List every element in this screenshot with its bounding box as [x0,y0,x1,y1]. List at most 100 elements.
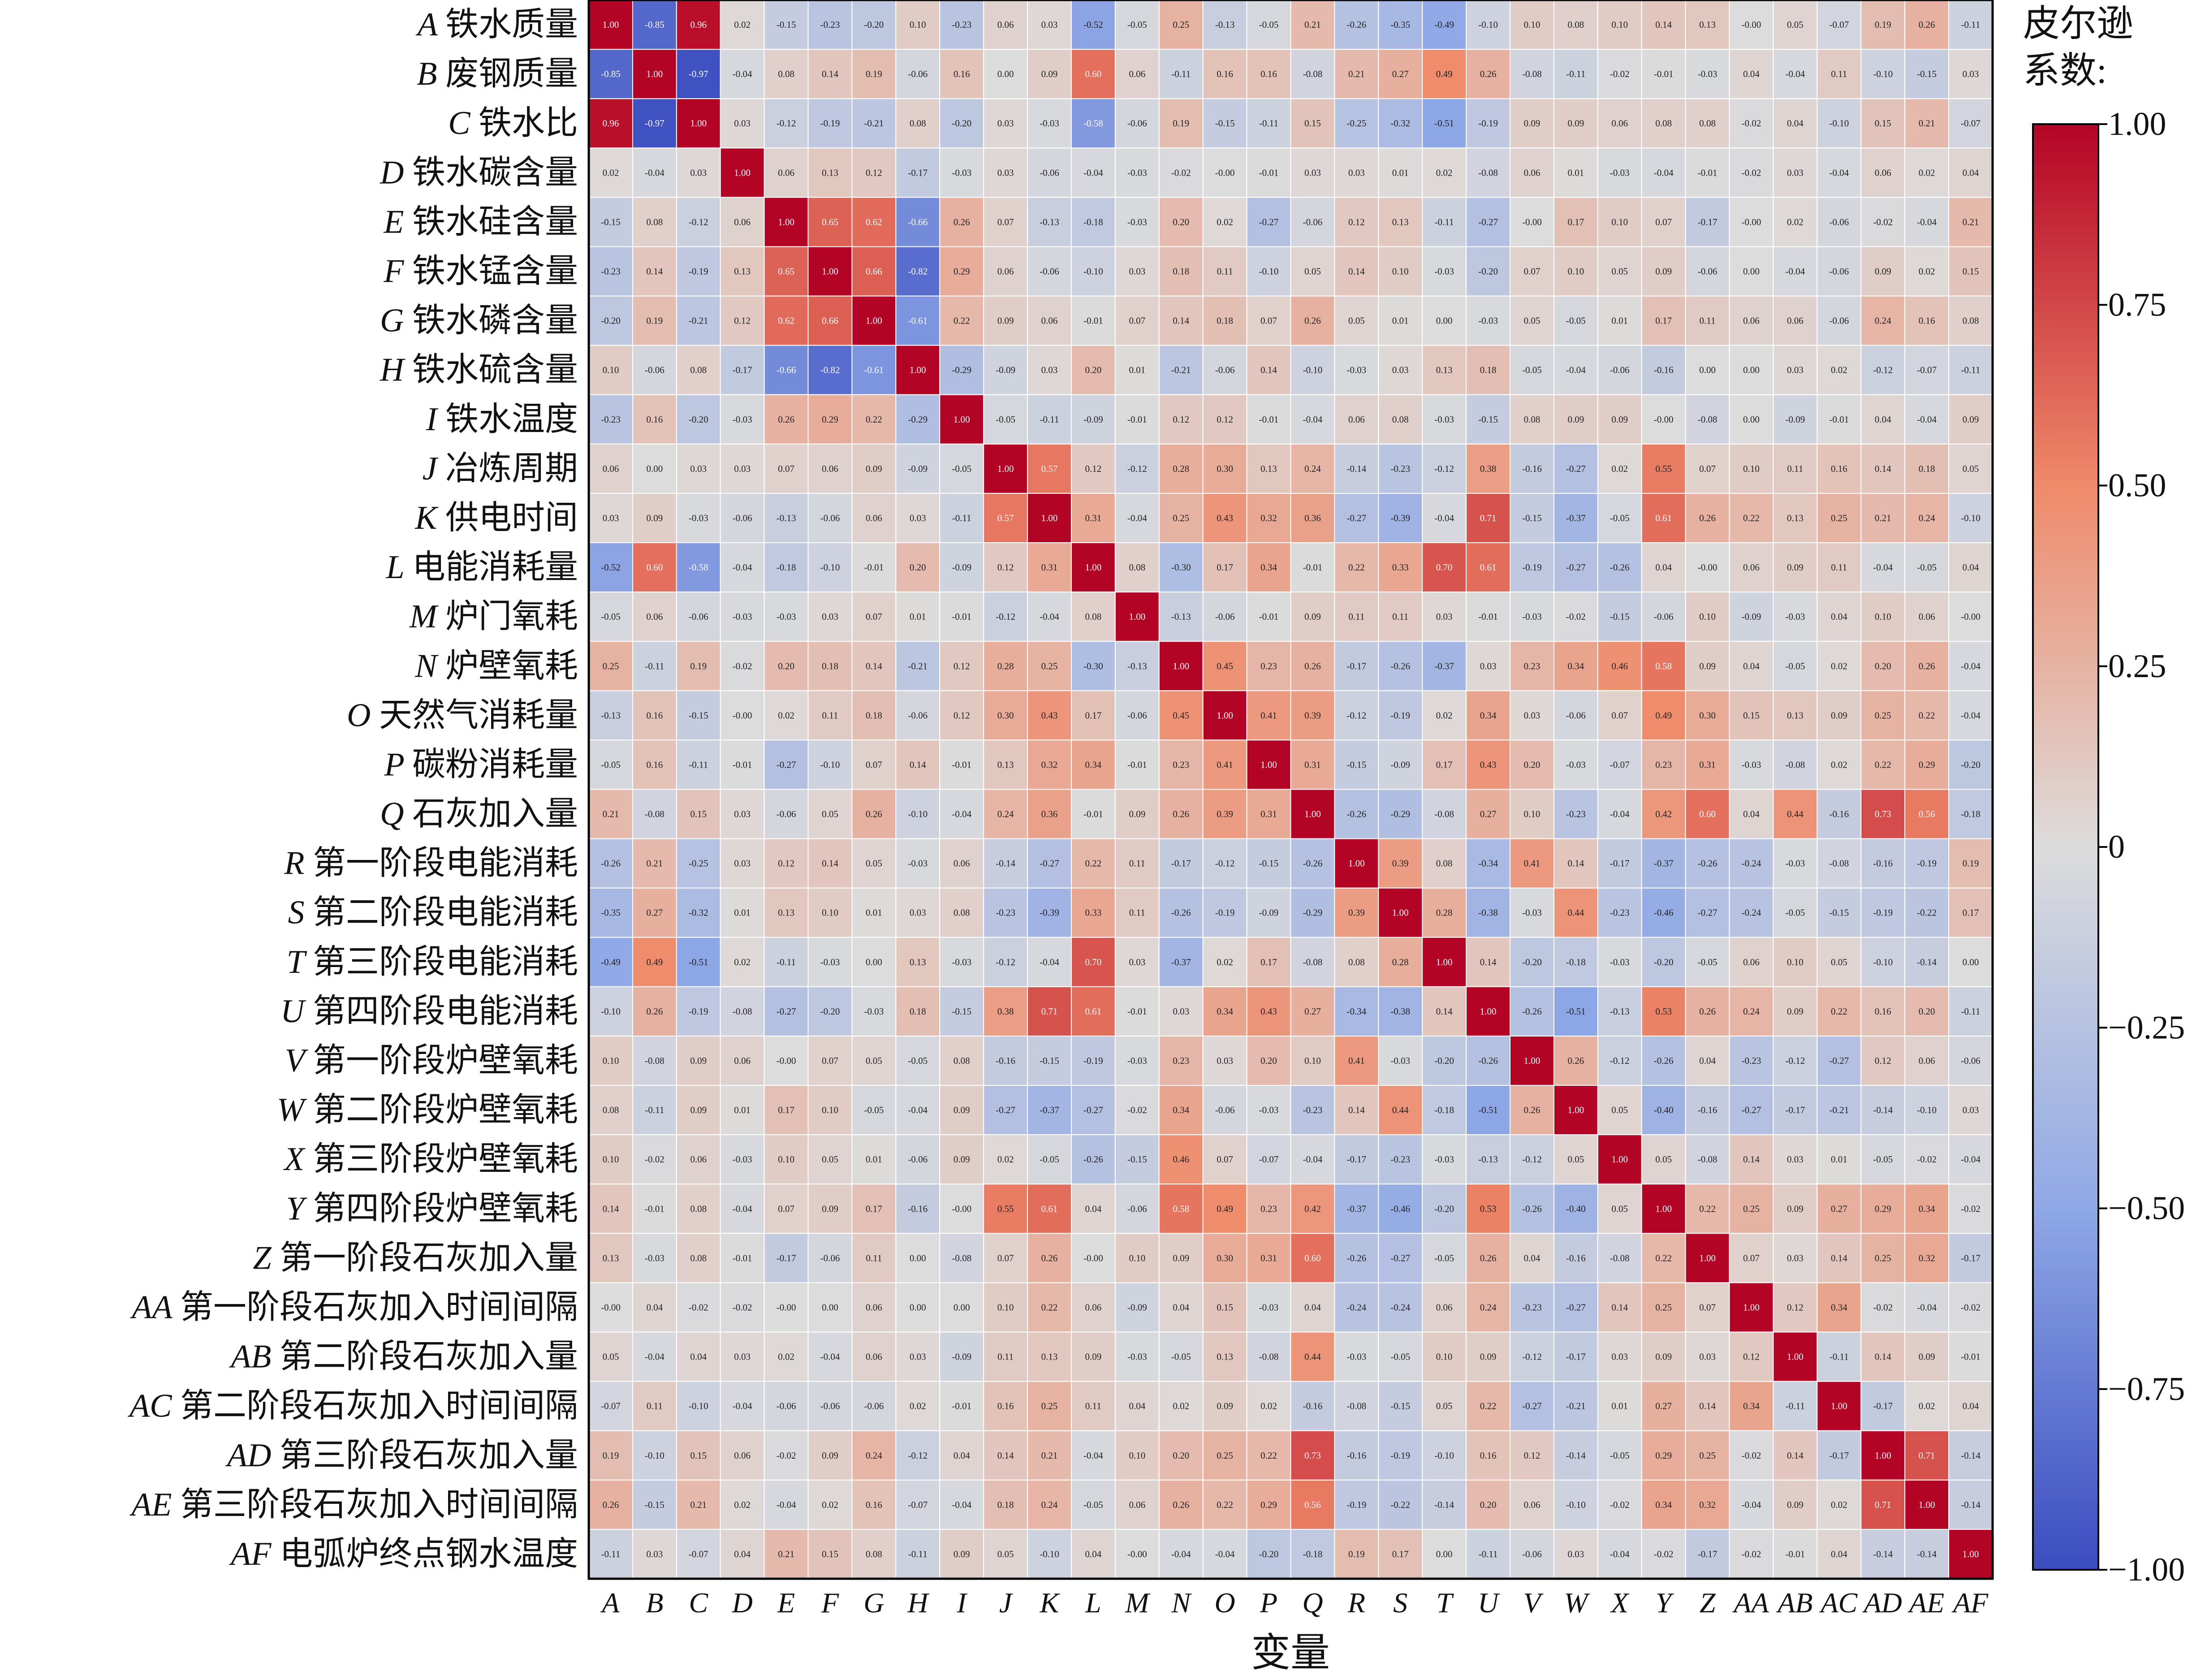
cell-value-label: 0.53 [1480,1203,1497,1214]
cell-value-label: -0.04 [1215,1549,1235,1559]
cell-value-label: 0.03 [1699,1352,1716,1362]
heatmap-cell [1290,147,1335,198]
cell-value-label: -0.03 [1698,69,1717,79]
cell-value-label: -0.01 [1083,315,1103,326]
cell-value-label: 0.09 [690,1055,707,1066]
row-label: Z 第一阶段石灰加入量 [253,1239,578,1276]
cell-value-label: 0.01 [910,611,926,622]
cell-value-label: 0.10 [778,1154,794,1165]
heatmap-cell [632,0,677,50]
cell-value-label: 0.03 [910,907,926,918]
cell-value-label: -0.15 [1390,1401,1410,1412]
cell-value-label: 0.01 [734,1105,751,1115]
heatmap-cell [1817,147,1862,198]
heatmap-cell [1070,492,1116,544]
heatmap-cell [1114,443,1160,494]
row-label-code: I [426,401,445,438]
heatmap-cell [1114,542,1160,593]
heatmap-cell [764,937,809,987]
cell-value-label: 0.26 [1919,19,1935,30]
cell-value-label: 0.03 [1524,710,1540,721]
cell-value-label: 0.10 [603,1055,619,1066]
cell-value-label: 0.31 [1260,809,1277,820]
cell-value-label: -0.10 [1478,19,1498,30]
heatmap-cell [1246,1479,1291,1530]
cell-value-label: 0.02 [734,1499,751,1510]
cell-value-label: 0.16 [646,710,663,721]
heatmap-cell [1202,1085,1247,1136]
row-label-name: 第二阶段电能消耗 [313,894,578,931]
heatmap-cell [588,295,633,346]
cell-value-label: -0.03 [777,611,796,622]
heatmap-cell [1334,1183,1379,1234]
row-label-code: W [277,1092,313,1128]
cell-value-label: -0.22 [1390,1499,1410,1510]
heatmap-cell [720,887,765,938]
heatmap-cell [1070,1479,1116,1530]
heatmap-cell [1334,739,1379,790]
cell-value-label: 0.19 [1348,1549,1365,1559]
heatmap-cell [1202,1331,1247,1382]
heatmap-cell [1070,937,1116,987]
cell-value-label: 0.96 [603,118,619,129]
row-label: X 第三阶段炉壁氧耗 [283,1141,578,1178]
cell-value-label: 0.03 [997,118,1014,129]
heatmap-cell [588,986,633,1037]
cell-value-label: -0.51 [1566,1006,1586,1017]
cell-value-label: -0.06 [1127,710,1147,721]
cell-value-label: -0.85 [601,69,621,79]
cell-value-label: 0.25 [1173,19,1189,30]
cell-value-label: -0.19 [1346,1499,1366,1510]
heatmap-cell [1729,542,1774,593]
heatmap-cell [895,443,941,494]
heatmap-cell [1027,98,1072,149]
cell-value-label: 0.27 [1480,809,1497,820]
cell-value-label: -0.15 [1040,1055,1059,1066]
cell-value-label: 0.02 [778,710,794,721]
heatmap-cell [1948,1381,1993,1431]
cell-value-label: -0.04 [1040,957,1059,967]
cell-value-label: -0.05 [1259,19,1279,30]
cell-value-label: 0.05 [1611,1203,1628,1214]
cell-value-label: 0.31 [1260,1252,1277,1263]
heatmap-cell [1202,542,1247,593]
heatmap-cell [1334,1085,1379,1136]
cell-value-label: 0.16 [997,1401,1014,1412]
cell-value-label: -0.00 [1215,167,1235,178]
cell-value-label: -0.19 [1083,1055,1103,1066]
heatmap-cell [939,49,984,99]
heatmap-cell [1027,1282,1072,1333]
cell-value-label: 0.14 [866,661,882,671]
cell-value-label: 0.04 [1524,1252,1540,1263]
heatmap-cell [676,1134,721,1185]
cell-value-label: 0.06 [734,1450,751,1461]
heatmap-cell [720,1233,765,1283]
heatmap-cell [1817,0,1862,50]
cell-value-label: -0.15 [1917,69,1937,79]
cell-value-label: 0.21 [1919,118,1935,129]
cell-value-label: -0.03 [1742,759,1761,770]
heatmap-cell [632,1134,677,1185]
cell-value-label: 0.07 [997,216,1014,227]
heatmap-cell [1466,739,1511,790]
heatmap-cell [1510,739,1554,790]
cell-value-label: 0.08 [603,1105,619,1115]
heatmap-frame [587,0,1994,1580]
cell-value-label: -0.09 [952,562,971,573]
heatmap-cell [1641,838,1686,889]
heatmap-cell [1158,1134,1204,1185]
cell-value-label: 0.03 [734,858,751,869]
cell-value-label: 0.19 [603,1450,619,1461]
heatmap-cell [1290,49,1335,99]
cell-value-label: 0.06 [778,167,794,178]
cell-value-label: 0.73 [1875,809,1891,820]
cell-value-label: 0.07 [1524,266,1540,277]
cell-value-label: 0.33 [1392,562,1409,573]
heatmap-cell [720,246,765,297]
heatmap-cell [851,246,897,297]
cell-value-label: -0.23 [1303,1105,1323,1115]
cell-value-label: 0.14 [1875,1352,1891,1362]
row-label-name: 供电时间 [445,500,578,536]
heatmap-cell [1817,1282,1862,1333]
